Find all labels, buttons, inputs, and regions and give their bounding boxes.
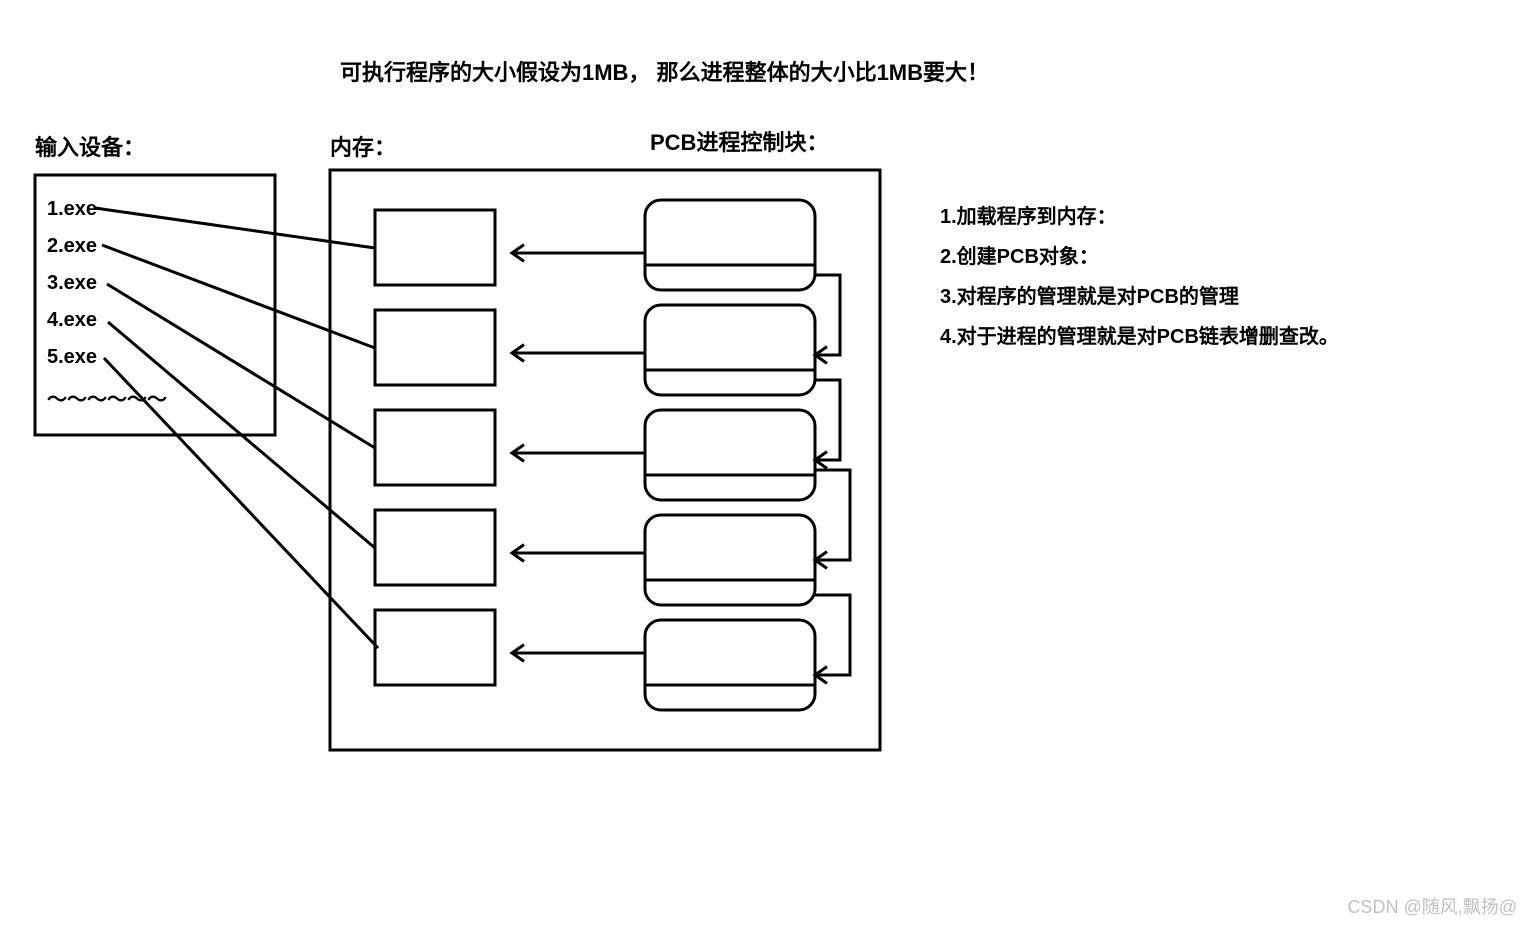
diagram-svg bbox=[0, 0, 1537, 934]
